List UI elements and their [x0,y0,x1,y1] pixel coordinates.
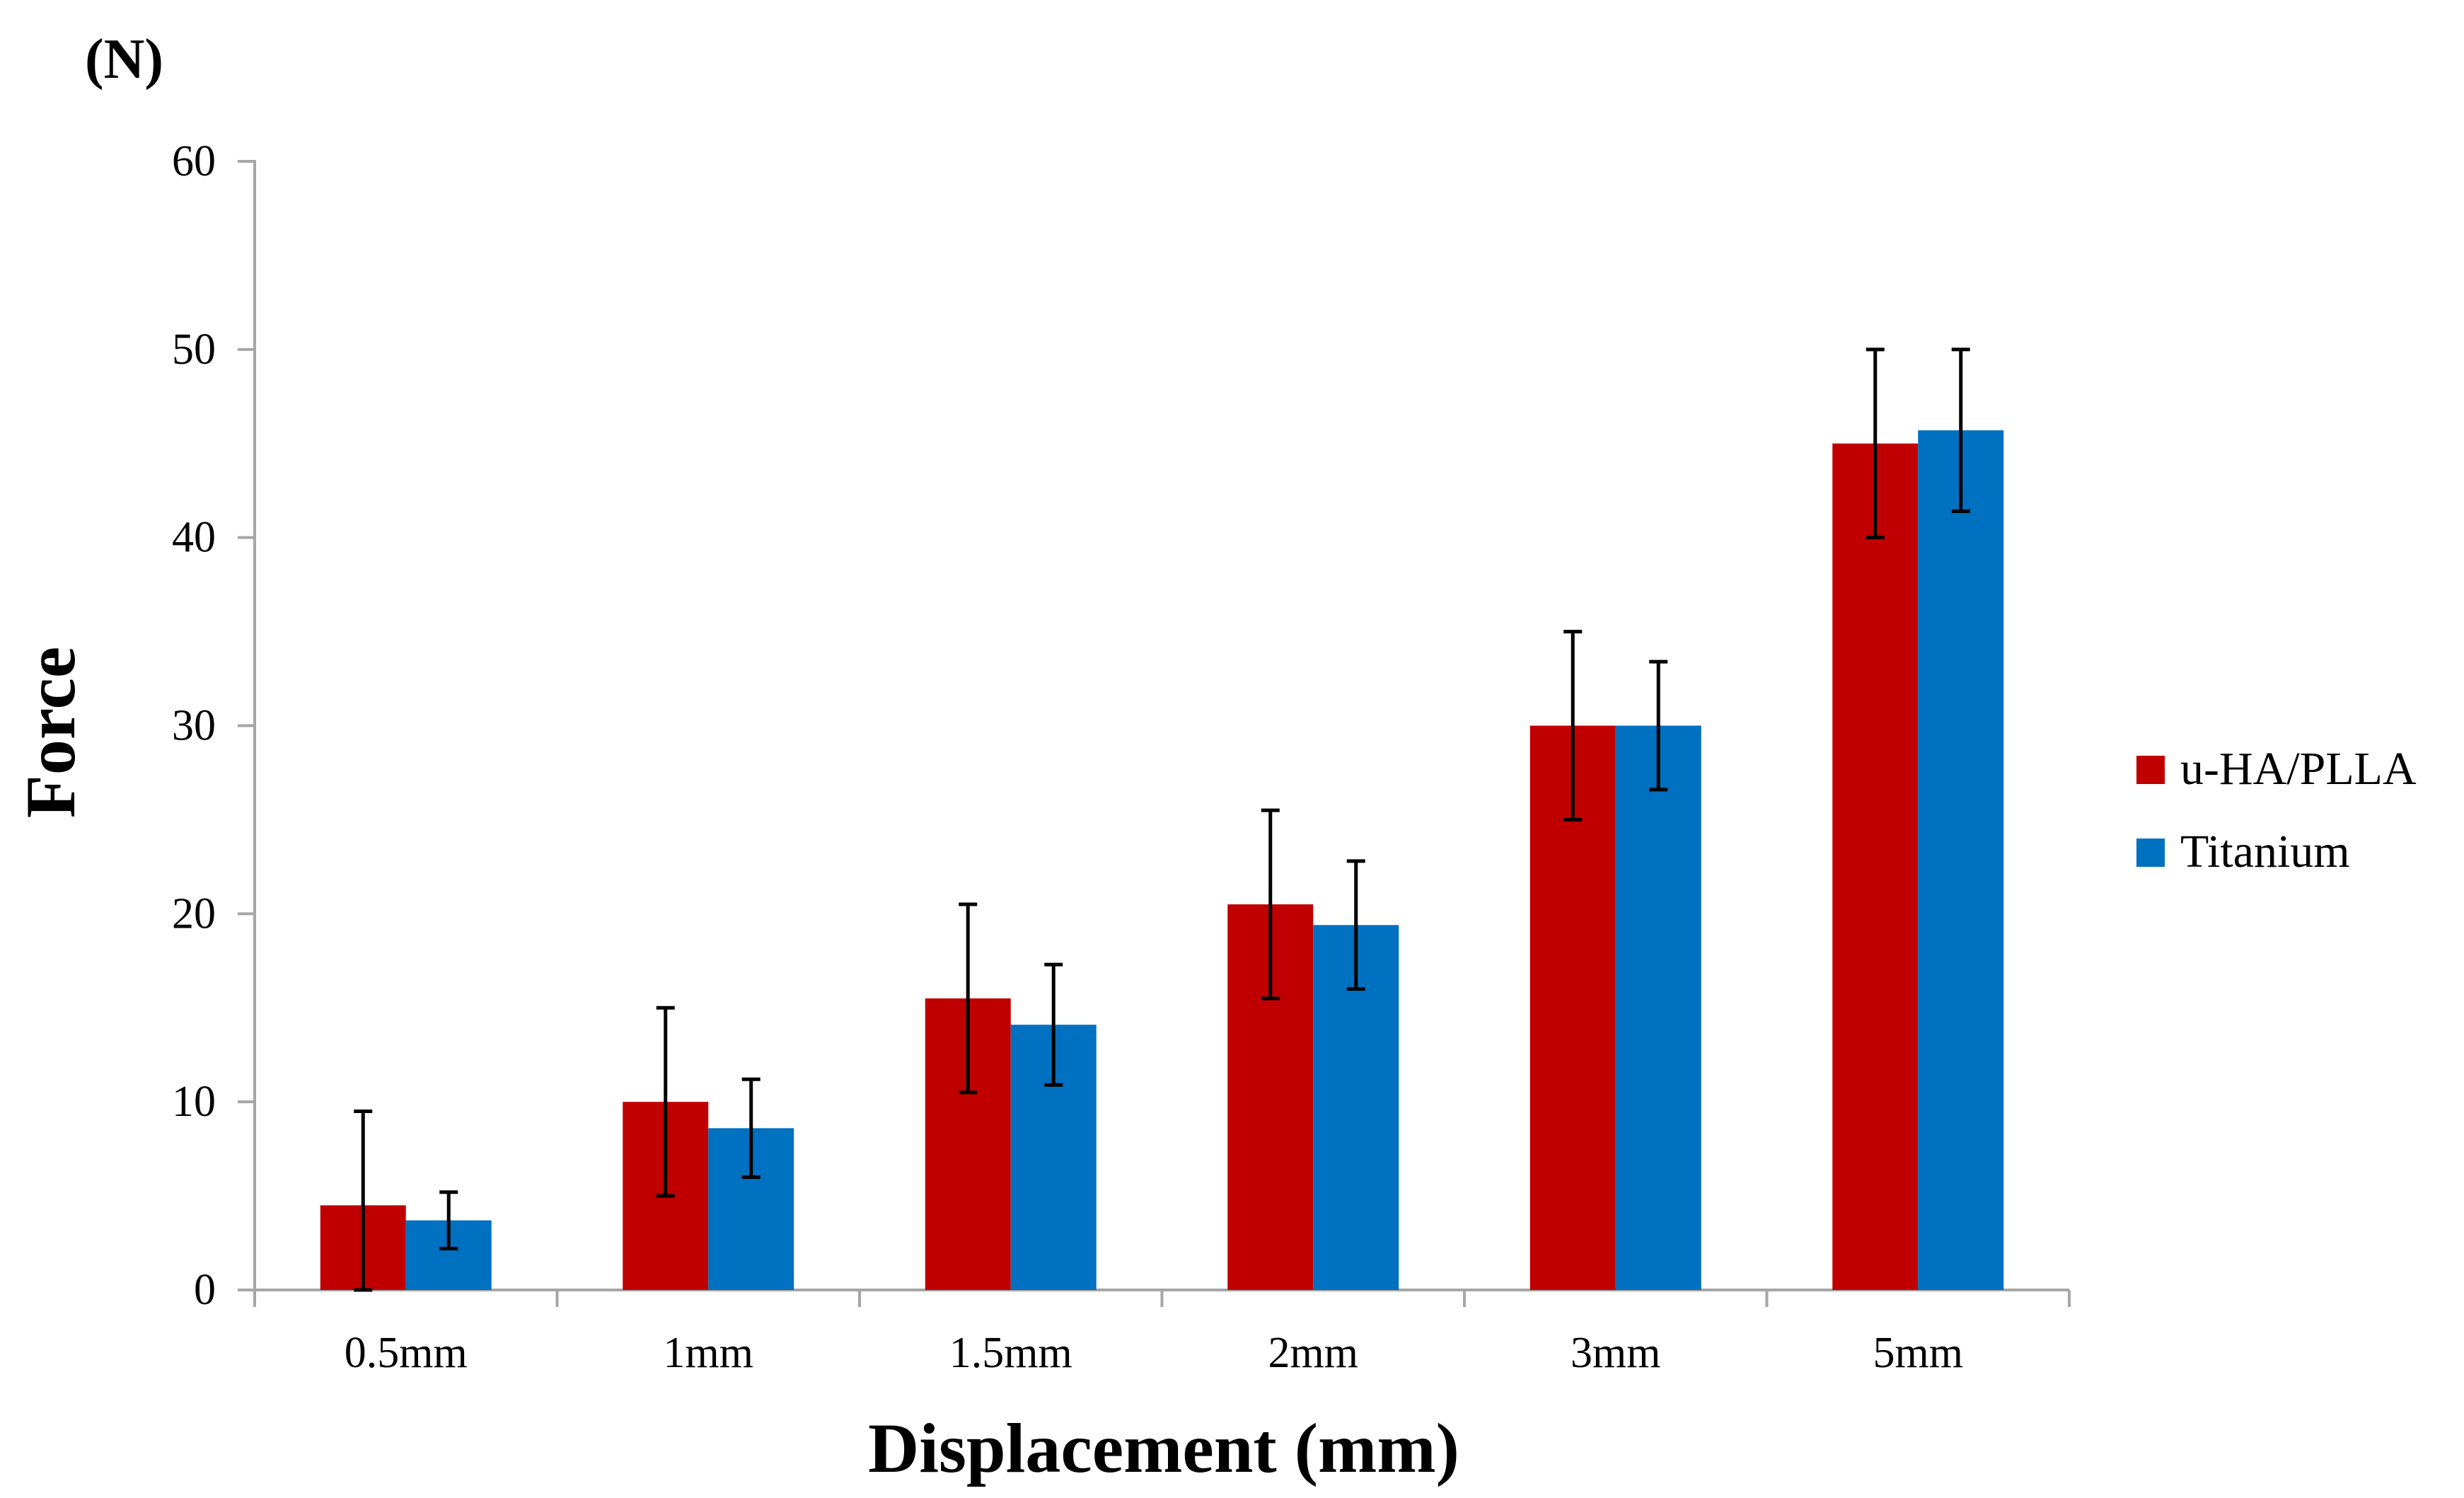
legend-swatch [2136,756,2165,784]
legend-swatch [2136,839,2165,867]
bar-titanium [1615,725,1701,1290]
y-tick-label: 30 [172,702,216,750]
x-tick-label: 1mm [664,1329,753,1377]
y-tick-label: 10 [172,1078,216,1126]
bar-u-ha-plla [1832,443,1919,1290]
y-tick-label: 20 [172,889,216,938]
x-tick-label: 3mm [1571,1329,1660,1377]
x-tick-label: 2mm [1268,1329,1358,1377]
legend: u-HA/PLLA Titanium [2136,743,2417,877]
plot-area: 0 10 20 30 40 50 60 0.5mm 1mm 1.5mm 2mm 3mm 5mm [172,137,2071,1377]
x-tick-label: 0.5mm [345,1329,468,1377]
x-tick-label: 5mm [1873,1329,1963,1377]
y-axis-title: Force [11,647,90,818]
y-tick-label: 0 [194,1266,216,1314]
bar-titanium [1918,430,2004,1291]
x-tick-label: 1.5mm [949,1329,1072,1377]
x-axis-title: Displacement (mm) [868,1409,1459,1487]
y-tick-label: 60 [172,137,216,185]
y-tick-label: 40 [172,514,216,562]
y-axis-unit-label: (N) [85,28,163,91]
y-tick-label: 50 [172,325,216,374]
legend-label: Titanium [2180,826,2350,877]
legend-label: u-HA/PLLA [2180,743,2417,795]
